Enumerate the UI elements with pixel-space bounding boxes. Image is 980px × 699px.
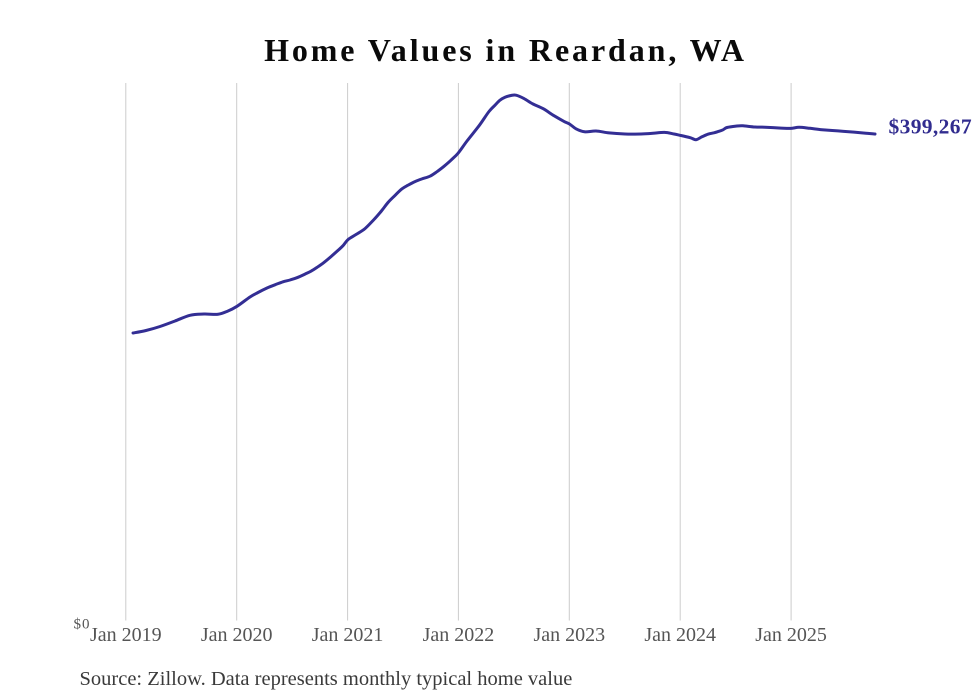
svg-text:Jan 2020: Jan 2020 xyxy=(201,624,273,646)
svg-text:Jan 2021: Jan 2021 xyxy=(312,624,384,646)
svg-text:Jan 2024: Jan 2024 xyxy=(644,624,716,646)
svg-text:Source: Zillow. Data represent: Source: Zillow. Data represents monthly … xyxy=(80,668,573,690)
svg-text:Home Values in Reardan, WA: Home Values in Reardan, WA xyxy=(264,32,747,68)
svg-text:$0: $0 xyxy=(74,617,91,633)
svg-text:$399,267: $399,267 xyxy=(889,115,972,139)
svg-text:Jan 2022: Jan 2022 xyxy=(423,624,495,646)
svg-text:Jan 2019: Jan 2019 xyxy=(90,624,162,646)
svg-text:Jan 2023: Jan 2023 xyxy=(533,624,605,646)
svg-text:Jan 2025: Jan 2025 xyxy=(755,624,827,646)
